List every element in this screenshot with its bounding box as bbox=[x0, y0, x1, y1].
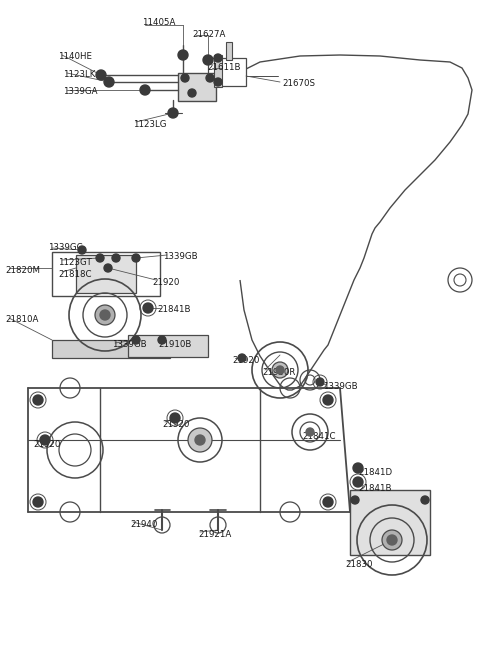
Circle shape bbox=[353, 477, 363, 487]
Circle shape bbox=[195, 435, 205, 445]
Text: 21940: 21940 bbox=[130, 520, 157, 529]
FancyBboxPatch shape bbox=[52, 340, 170, 358]
Circle shape bbox=[276, 366, 284, 374]
Circle shape bbox=[323, 497, 333, 507]
Circle shape bbox=[323, 395, 333, 405]
Text: 21920: 21920 bbox=[162, 420, 190, 429]
Circle shape bbox=[306, 428, 314, 436]
Text: 1123LK: 1123LK bbox=[63, 70, 96, 79]
Circle shape bbox=[95, 305, 115, 325]
Circle shape bbox=[33, 395, 43, 405]
Circle shape bbox=[206, 74, 214, 82]
Circle shape bbox=[181, 74, 189, 82]
Text: 1339GA: 1339GA bbox=[63, 87, 97, 96]
Text: 21627A: 21627A bbox=[192, 30, 226, 39]
Text: 21818C: 21818C bbox=[58, 270, 92, 279]
Text: 21930R: 21930R bbox=[262, 368, 295, 377]
Text: 21670S: 21670S bbox=[282, 79, 315, 88]
Circle shape bbox=[188, 89, 196, 97]
FancyBboxPatch shape bbox=[128, 335, 208, 357]
Circle shape bbox=[178, 50, 188, 60]
FancyBboxPatch shape bbox=[178, 73, 216, 101]
Circle shape bbox=[96, 254, 104, 262]
Circle shape bbox=[158, 336, 166, 344]
FancyBboxPatch shape bbox=[214, 55, 222, 87]
Circle shape bbox=[382, 530, 402, 550]
Circle shape bbox=[351, 496, 359, 504]
Circle shape bbox=[112, 254, 120, 262]
Circle shape bbox=[78, 246, 86, 254]
Text: 21841D: 21841D bbox=[358, 468, 392, 477]
Circle shape bbox=[140, 85, 150, 95]
Circle shape bbox=[353, 463, 363, 473]
Text: 21820M: 21820M bbox=[5, 266, 40, 275]
Circle shape bbox=[272, 362, 288, 378]
Circle shape bbox=[188, 428, 212, 452]
Text: 1123GT: 1123GT bbox=[58, 258, 92, 267]
Text: 1339GB: 1339GB bbox=[112, 340, 146, 349]
Text: 21910B: 21910B bbox=[158, 340, 192, 349]
Circle shape bbox=[387, 535, 397, 545]
FancyBboxPatch shape bbox=[226, 42, 232, 60]
Text: 1140HE: 1140HE bbox=[58, 52, 92, 61]
Text: 1339GB: 1339GB bbox=[163, 252, 198, 261]
Circle shape bbox=[168, 108, 178, 118]
Circle shape bbox=[132, 336, 140, 344]
Circle shape bbox=[40, 435, 50, 445]
FancyBboxPatch shape bbox=[52, 252, 160, 296]
FancyBboxPatch shape bbox=[208, 58, 246, 86]
Text: 21920: 21920 bbox=[33, 440, 60, 449]
Text: 21841C: 21841C bbox=[302, 432, 336, 441]
Text: 1123LG: 1123LG bbox=[133, 120, 167, 129]
Circle shape bbox=[143, 303, 153, 313]
Circle shape bbox=[100, 310, 110, 320]
Circle shape bbox=[104, 77, 114, 87]
Circle shape bbox=[238, 354, 246, 362]
Circle shape bbox=[214, 54, 222, 62]
Text: 21810A: 21810A bbox=[5, 315, 38, 324]
Circle shape bbox=[170, 413, 180, 423]
Circle shape bbox=[214, 78, 222, 86]
Text: 21920: 21920 bbox=[152, 278, 180, 287]
Circle shape bbox=[316, 378, 324, 386]
Text: 21921A: 21921A bbox=[198, 530, 231, 539]
Circle shape bbox=[33, 497, 43, 507]
Text: 21830: 21830 bbox=[345, 560, 372, 569]
Circle shape bbox=[104, 264, 112, 272]
Text: 21611B: 21611B bbox=[207, 63, 240, 72]
Text: 21841B: 21841B bbox=[358, 484, 392, 493]
FancyBboxPatch shape bbox=[76, 255, 136, 293]
Text: 1339GB: 1339GB bbox=[323, 382, 358, 391]
FancyBboxPatch shape bbox=[350, 490, 430, 555]
Circle shape bbox=[421, 496, 429, 504]
Circle shape bbox=[203, 55, 213, 65]
Text: 21920: 21920 bbox=[232, 356, 259, 365]
Text: 11405A: 11405A bbox=[142, 18, 175, 27]
Circle shape bbox=[96, 70, 106, 80]
Text: 21841B: 21841B bbox=[157, 305, 191, 314]
Circle shape bbox=[132, 254, 140, 262]
Text: 1339GC: 1339GC bbox=[48, 243, 83, 252]
